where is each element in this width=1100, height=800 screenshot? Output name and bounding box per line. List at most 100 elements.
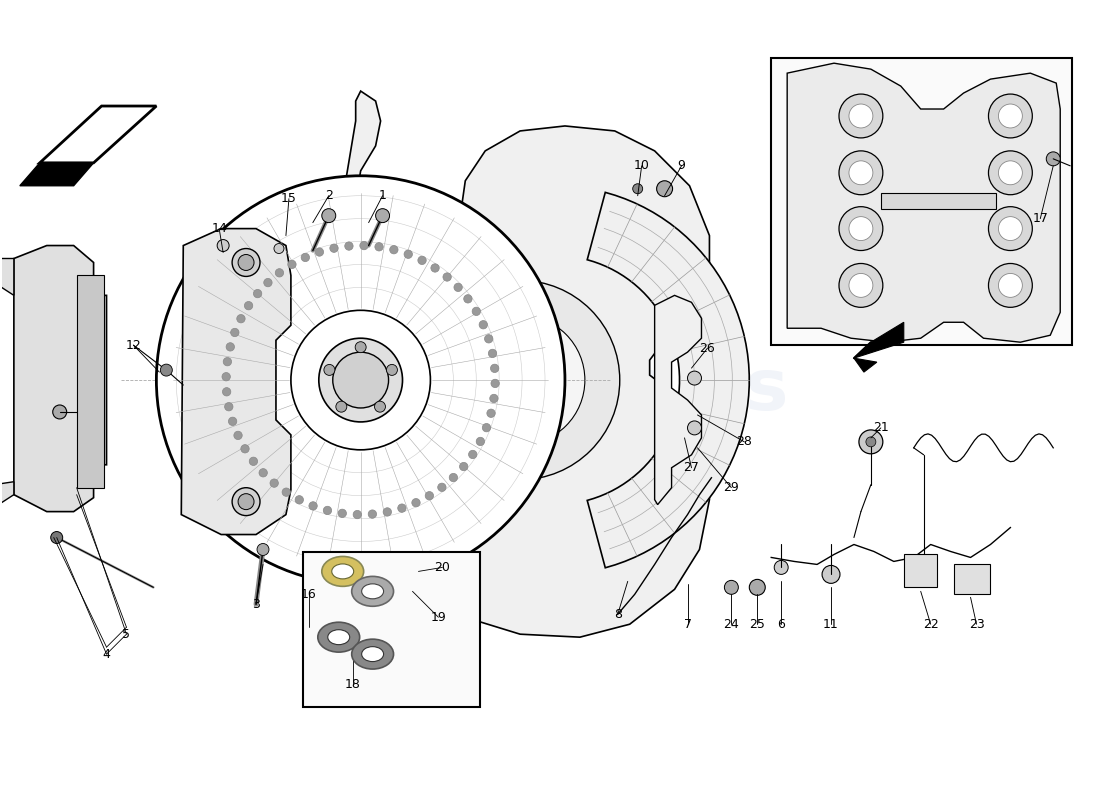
Text: 9: 9 bbox=[678, 159, 685, 172]
Text: 23: 23 bbox=[969, 618, 984, 630]
Circle shape bbox=[849, 104, 873, 128]
Circle shape bbox=[375, 209, 389, 222]
Circle shape bbox=[253, 290, 262, 298]
Circle shape bbox=[411, 498, 420, 507]
Text: 20: 20 bbox=[434, 561, 450, 574]
Circle shape bbox=[911, 562, 931, 582]
Circle shape bbox=[480, 321, 487, 329]
Text: 15: 15 bbox=[280, 192, 297, 206]
Text: 11: 11 bbox=[823, 618, 839, 630]
Circle shape bbox=[295, 495, 304, 504]
Text: 8: 8 bbox=[614, 608, 622, 621]
Circle shape bbox=[383, 508, 392, 516]
Circle shape bbox=[330, 244, 338, 252]
Circle shape bbox=[849, 274, 873, 298]
Text: eurocarbparts: eurocarbparts bbox=[211, 355, 790, 425]
Circle shape bbox=[236, 314, 245, 323]
Circle shape bbox=[839, 94, 883, 138]
FancyBboxPatch shape bbox=[302, 553, 481, 707]
Text: 16: 16 bbox=[301, 588, 317, 601]
Polygon shape bbox=[20, 163, 94, 186]
Text: 21: 21 bbox=[873, 422, 889, 434]
Circle shape bbox=[319, 338, 403, 422]
Circle shape bbox=[244, 302, 253, 310]
Circle shape bbox=[426, 491, 433, 500]
Circle shape bbox=[241, 445, 250, 453]
Circle shape bbox=[223, 358, 232, 366]
Circle shape bbox=[222, 373, 230, 381]
Circle shape bbox=[859, 430, 883, 454]
Circle shape bbox=[454, 283, 462, 291]
Text: 4: 4 bbox=[102, 648, 110, 661]
Circle shape bbox=[257, 543, 270, 555]
Polygon shape bbox=[654, 295, 702, 505]
Circle shape bbox=[231, 328, 239, 337]
Circle shape bbox=[333, 352, 388, 408]
Circle shape bbox=[229, 417, 236, 426]
Text: 5: 5 bbox=[122, 628, 131, 641]
Circle shape bbox=[323, 365, 334, 375]
Circle shape bbox=[227, 342, 234, 351]
Circle shape bbox=[398, 504, 406, 512]
Text: 1: 1 bbox=[378, 190, 386, 202]
Text: 18: 18 bbox=[344, 678, 361, 690]
Circle shape bbox=[688, 421, 702, 435]
Polygon shape bbox=[301, 91, 710, 644]
Text: 29: 29 bbox=[724, 481, 739, 494]
Circle shape bbox=[464, 294, 472, 303]
Ellipse shape bbox=[352, 576, 394, 606]
Circle shape bbox=[839, 263, 883, 307]
Circle shape bbox=[222, 388, 231, 396]
Circle shape bbox=[749, 579, 766, 595]
Circle shape bbox=[232, 249, 260, 277]
Circle shape bbox=[1046, 152, 1060, 166]
Ellipse shape bbox=[328, 630, 350, 645]
Text: 26: 26 bbox=[700, 342, 715, 354]
Circle shape bbox=[275, 269, 284, 277]
Circle shape bbox=[476, 438, 485, 446]
Polygon shape bbox=[40, 106, 156, 163]
Circle shape bbox=[999, 161, 1022, 185]
Circle shape bbox=[482, 423, 491, 432]
Circle shape bbox=[389, 246, 398, 254]
Text: 10: 10 bbox=[634, 159, 650, 172]
Circle shape bbox=[258, 469, 267, 477]
Circle shape bbox=[53, 405, 67, 419]
Circle shape bbox=[374, 401, 385, 412]
Circle shape bbox=[487, 409, 495, 418]
Text: 19: 19 bbox=[430, 610, 447, 624]
Ellipse shape bbox=[318, 622, 360, 652]
Circle shape bbox=[282, 488, 290, 496]
Circle shape bbox=[460, 462, 467, 470]
Text: 6: 6 bbox=[778, 618, 785, 630]
Circle shape bbox=[490, 394, 498, 402]
Circle shape bbox=[999, 274, 1022, 298]
Polygon shape bbox=[0, 258, 14, 295]
Circle shape bbox=[488, 350, 497, 358]
Circle shape bbox=[288, 260, 296, 269]
Circle shape bbox=[368, 510, 376, 518]
Circle shape bbox=[161, 364, 173, 376]
Ellipse shape bbox=[332, 564, 354, 579]
Polygon shape bbox=[0, 482, 14, 508]
Circle shape bbox=[484, 334, 493, 343]
Text: 2: 2 bbox=[324, 190, 332, 202]
Text: 7: 7 bbox=[683, 618, 692, 630]
Circle shape bbox=[849, 217, 873, 241]
Ellipse shape bbox=[322, 557, 364, 586]
Circle shape bbox=[420, 281, 619, 480]
Text: 27: 27 bbox=[683, 462, 700, 474]
Circle shape bbox=[250, 457, 257, 466]
Polygon shape bbox=[77, 275, 103, 488]
Circle shape bbox=[774, 561, 789, 574]
Circle shape bbox=[469, 450, 477, 458]
Circle shape bbox=[404, 250, 412, 258]
Circle shape bbox=[360, 242, 368, 250]
Circle shape bbox=[301, 254, 309, 262]
Circle shape bbox=[386, 365, 397, 375]
Circle shape bbox=[316, 248, 323, 256]
Circle shape bbox=[270, 479, 278, 487]
Circle shape bbox=[338, 509, 346, 518]
Circle shape bbox=[418, 256, 426, 265]
Circle shape bbox=[355, 342, 366, 353]
